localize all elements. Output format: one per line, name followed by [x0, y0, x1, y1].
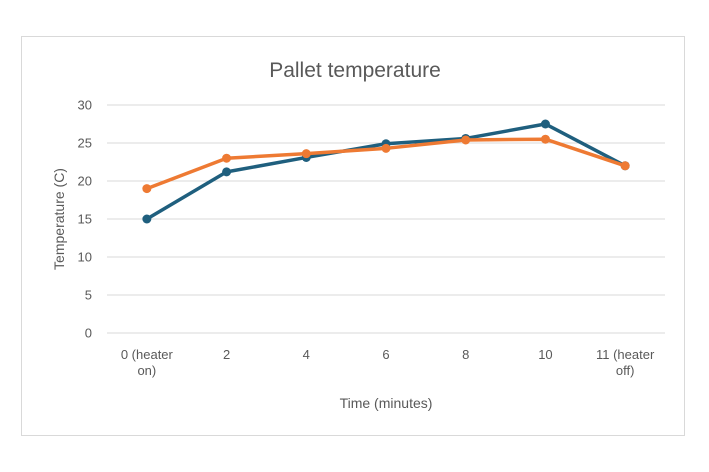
y-axis-ticks: 0 5 10 15 20 25 30	[78, 98, 92, 341]
y-tick-label: 25	[78, 136, 92, 151]
y-axis-label: Temperature (C)	[51, 168, 67, 270]
series-line	[145, 122, 627, 221]
data-point	[142, 184, 152, 194]
data-point	[540, 119, 550, 129]
y-tick-label: 20	[78, 174, 92, 189]
x-tick-label: 10	[538, 347, 552, 362]
x-axis-ticks: 0 (heater on) 2 4 6 8 10 11 (heater off)	[121, 347, 655, 378]
x-tick-label: 2	[223, 347, 230, 362]
x-tick-label: 8	[462, 347, 469, 362]
x-tick-label: 0 (heater on)	[121, 347, 174, 378]
data-point	[461, 135, 471, 145]
series-2	[142, 134, 630, 194]
data-point	[301, 149, 311, 159]
chart-title: Pallet temperature	[269, 59, 441, 82]
y-tick-label: 0	[85, 326, 92, 341]
y-tick-label: 5	[85, 288, 92, 303]
y-tick-label: 30	[78, 98, 92, 113]
data-point	[222, 167, 232, 177]
series-group	[142, 119, 630, 224]
y-tick-label: 10	[78, 250, 92, 265]
x-tick-label: 4	[303, 347, 310, 362]
data-point	[381, 143, 391, 153]
series-1	[142, 119, 630, 224]
data-point	[222, 153, 232, 163]
y-tick-label: 15	[78, 212, 92, 227]
x-tick-label: 11 (heater off)	[596, 347, 655, 378]
data-point	[142, 214, 152, 224]
data-point	[540, 134, 550, 144]
chart-frame	[21, 36, 685, 436]
x-tick-label: 6	[382, 347, 389, 362]
data-point	[620, 161, 630, 171]
x-axis-label: Time (minutes)	[340, 395, 433, 411]
gridlines	[107, 104, 665, 334]
